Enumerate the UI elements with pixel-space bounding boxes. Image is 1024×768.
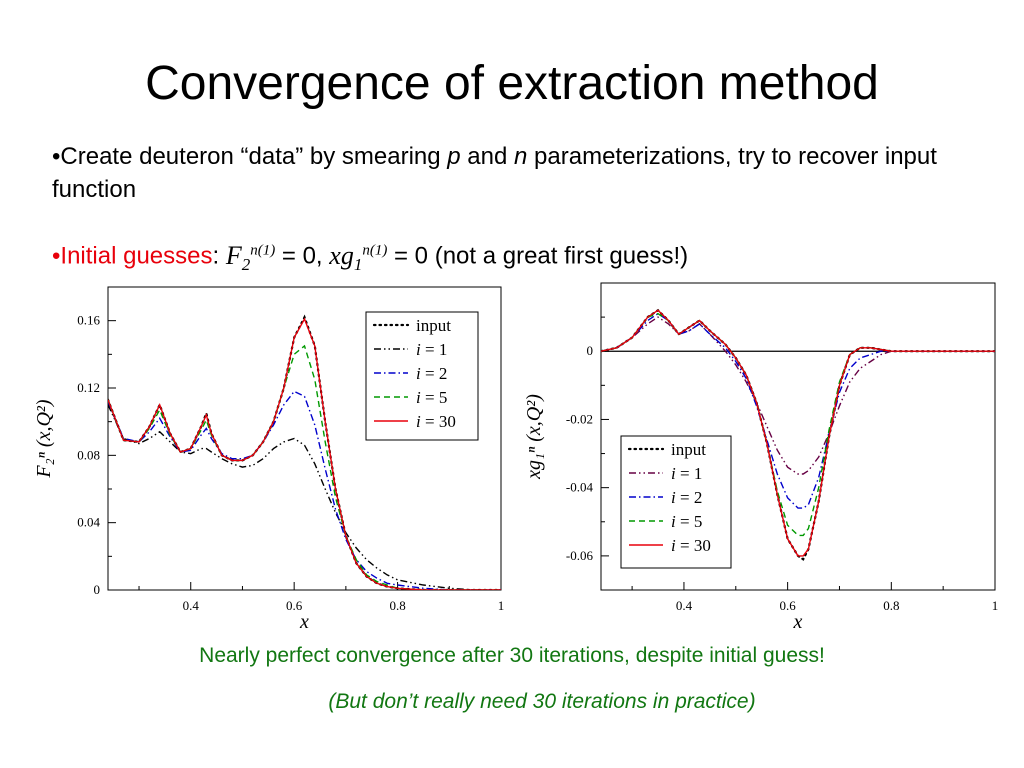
x-tick-label: 0.6 bbox=[286, 598, 303, 613]
bullet-initial-guesses: •Initial guesses: F2n(1) = 0, xg1n(1) = … bbox=[52, 234, 1002, 281]
bullet-text: = 0 (not a great first guess!) bbox=[387, 242, 689, 270]
legend-entry: i = 1 bbox=[416, 340, 447, 359]
f2-symbol: F2n(1) bbox=[225, 240, 276, 274]
bullet-colon: : bbox=[212, 242, 226, 270]
legend-entry: input bbox=[416, 316, 451, 335]
x-tick-label: 0.8 bbox=[883, 598, 899, 613]
legend-entry: i = 5 bbox=[671, 512, 702, 531]
g1-neutron-chart: 0.4 0.6 0.8 1 -0.06 -0.04 -0.02 0 x xg₁ⁿ (x,Q²) in… bbox=[523, 282, 999, 633]
bullet-text: = 0, bbox=[275, 242, 330, 270]
x-tick-label: 0.6 bbox=[780, 598, 797, 613]
legend-entry: i = 30 bbox=[671, 536, 711, 555]
convergence-note: Nearly perfect convergence after 30 iter… bbox=[199, 644, 825, 667]
legend-entry: i = 2 bbox=[416, 364, 447, 383]
proton-symbol: p bbox=[447, 143, 461, 170]
series-line-4 bbox=[601, 309, 995, 557]
bullet-text: Create deuteron “data” by smearing bbox=[60, 143, 448, 170]
legend-entry: i = 2 bbox=[671, 488, 702, 507]
y-axis-label: F₂ⁿ (x,Q²) bbox=[33, 399, 55, 478]
x-axis-label: x bbox=[299, 611, 309, 633]
y-axis-label: xg₁ⁿ (x,Q²) bbox=[523, 394, 545, 480]
bullet-text: and bbox=[460, 143, 515, 170]
legend-box bbox=[620, 435, 732, 569]
y-tick-label: 0.16 bbox=[77, 313, 100, 328]
series-line-2 bbox=[108, 390, 501, 590]
initial-guesses-label: Initial guesses bbox=[60, 242, 213, 270]
y-tick-label: -0.02 bbox=[566, 411, 593, 426]
x-tick-label: 1 bbox=[498, 598, 505, 613]
legend-box bbox=[365, 311, 479, 441]
y-tick-label: 0 bbox=[587, 343, 594, 358]
legend-entry: i = 1 bbox=[671, 464, 702, 483]
x-tick-label: 1 bbox=[992, 598, 999, 613]
plot-frame bbox=[600, 282, 996, 591]
y-tick-label: 0.04 bbox=[77, 515, 100, 530]
series-line-1 bbox=[108, 404, 501, 590]
x-axis-label: x bbox=[793, 611, 803, 633]
neutron-symbol: n bbox=[514, 143, 528, 170]
y-tick-label: 0.08 bbox=[77, 447, 100, 462]
x-tick-label: 0.8 bbox=[389, 598, 405, 613]
iterations-note: (But don’t really need 30 iterations in … bbox=[328, 690, 756, 713]
series-line-4 bbox=[108, 317, 501, 590]
f2-neutron-chart: 0.4 0.6 0.8 1 0 0.04 0.08 0.12 0.16 x F₂ⁿ (x,Q²) in… bbox=[33, 286, 505, 633]
y-tick-label: -0.04 bbox=[566, 480, 594, 495]
xg1-symbol: xg1n(1) bbox=[329, 240, 388, 274]
x-tick-label: 0.4 bbox=[676, 598, 693, 613]
bullet-text: parameterizations, try to recover input … bbox=[52, 143, 937, 203]
slide-title: Convergence of extraction method bbox=[145, 57, 879, 110]
legend-entry: input bbox=[671, 440, 706, 459]
legend-entry: i = 30 bbox=[416, 412, 456, 431]
bullet-smearing: •Create deuteron “data” by smearing p an… bbox=[52, 140, 1002, 206]
series-line-2 bbox=[601, 312, 995, 509]
y-tick-label: 0 bbox=[94, 582, 101, 597]
bullet-marker: • bbox=[52, 143, 61, 170]
y-tick-label: 0.12 bbox=[77, 380, 100, 395]
y-tick-label: -0.06 bbox=[566, 548, 594, 563]
legend-entry: i = 5 bbox=[416, 388, 447, 407]
x-tick-label: 0.4 bbox=[183, 598, 200, 613]
series-line-1 bbox=[601, 316, 995, 475]
bullet-marker: • bbox=[52, 242, 61, 270]
plot-frame bbox=[107, 286, 502, 591]
